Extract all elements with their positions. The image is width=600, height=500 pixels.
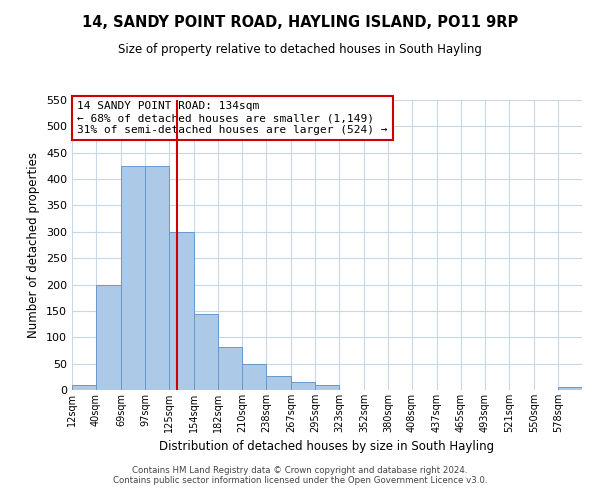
Bar xyxy=(169,232,194,390)
Bar xyxy=(242,364,266,390)
Bar xyxy=(315,384,339,390)
Text: 14 SANDY POINT ROAD: 134sqm
← 68% of detached houses are smaller (1,149)
31% of : 14 SANDY POINT ROAD: 134sqm ← 68% of det… xyxy=(77,102,388,134)
Text: 14, SANDY POINT ROAD, HAYLING ISLAND, PO11 9RP: 14, SANDY POINT ROAD, HAYLING ISLAND, PO… xyxy=(82,15,518,30)
Bar xyxy=(96,284,121,390)
Y-axis label: Number of detached properties: Number of detached properties xyxy=(28,152,40,338)
X-axis label: Distribution of detached houses by size in South Hayling: Distribution of detached houses by size … xyxy=(160,440,494,454)
Bar xyxy=(291,382,315,390)
Text: Contains HM Land Registry data © Crown copyright and database right 2024.
Contai: Contains HM Land Registry data © Crown c… xyxy=(113,466,487,485)
Bar xyxy=(266,376,291,390)
Bar xyxy=(558,388,582,390)
Bar xyxy=(194,314,218,390)
Bar xyxy=(218,347,242,390)
Bar xyxy=(121,166,145,390)
Text: Size of property relative to detached houses in South Hayling: Size of property relative to detached ho… xyxy=(118,42,482,56)
Bar xyxy=(72,384,96,390)
Bar xyxy=(145,166,169,390)
